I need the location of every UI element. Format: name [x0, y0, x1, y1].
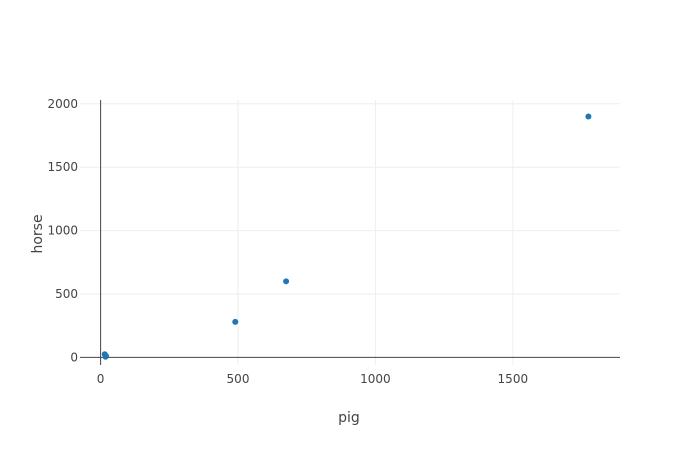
- x-tick-label: 1500: [498, 372, 529, 386]
- x-tick-label: 1000: [360, 372, 391, 386]
- y-tick-label: 0: [70, 350, 78, 364]
- data-point: [283, 278, 290, 285]
- x-tick-label: 500: [227, 372, 250, 386]
- data-points: [101, 113, 592, 360]
- y-tick-label: 1500: [47, 160, 78, 174]
- x-axis-title: pig: [338, 410, 360, 426]
- y-tick-label: 500: [55, 287, 78, 301]
- y-tick-label: 1000: [47, 224, 78, 238]
- data-point: [585, 113, 592, 120]
- y-tick-label: 2000: [47, 97, 78, 111]
- data-point: [232, 318, 239, 325]
- grid: [80, 100, 620, 365]
- axes: [80, 100, 620, 365]
- data-point: [102, 353, 109, 360]
- y-axis-title: horse: [30, 214, 46, 253]
- x-tick-label: 0: [97, 372, 105, 386]
- tick-labels: 0 500 1000 1500 0 500 1000 1500 2000: [47, 97, 528, 386]
